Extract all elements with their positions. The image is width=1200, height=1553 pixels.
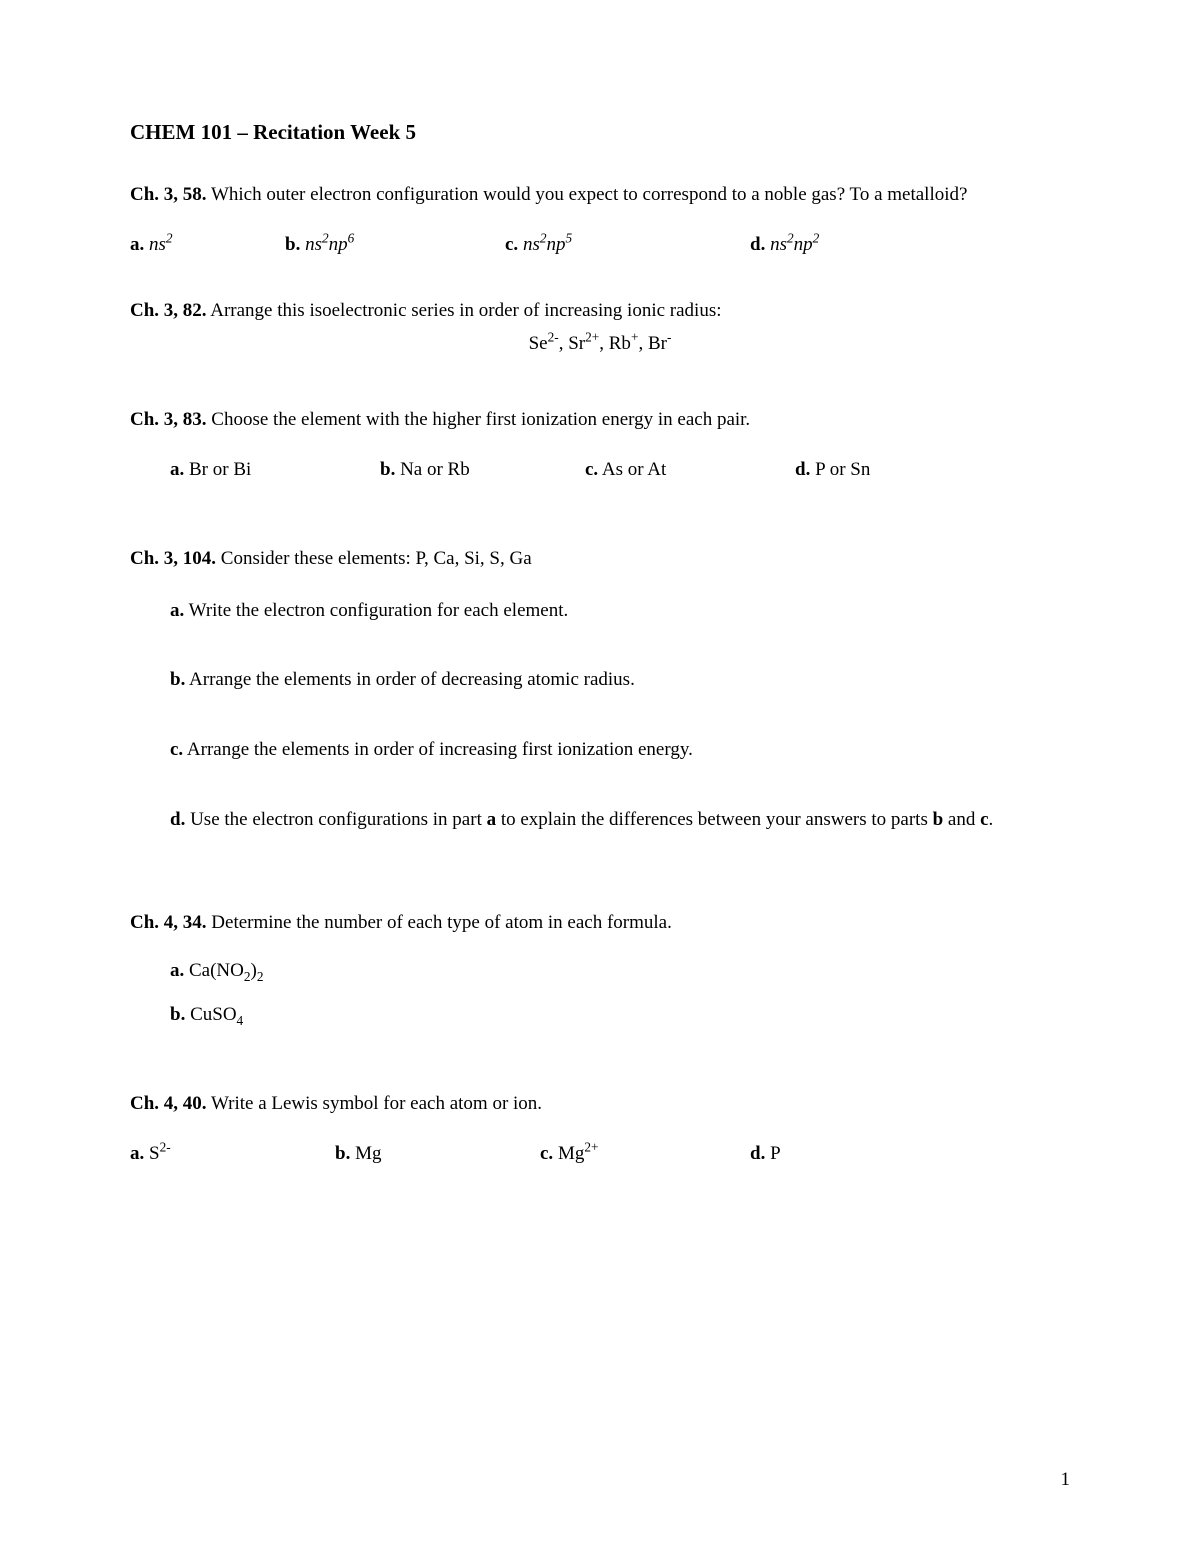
options-row: a. ns2 b. ns2np6 c. ns2np5 d. ns2np2 <box>130 232 1070 258</box>
option-d: d. P <box>750 1141 910 1167</box>
sub-b: b. CuSO4 <box>130 1002 1070 1028</box>
page-title: CHEM 101 – Recitation Week 5 <box>130 118 1070 146</box>
question-label: Ch. 4, 34. <box>130 912 207 933</box>
question-text: Ch. 4, 40. Write a Lewis symbol for each… <box>130 1091 1070 1117</box>
page-number: 1 <box>1061 1467 1071 1493</box>
question-label: Ch. 3, 58. <box>130 184 207 205</box>
option-a: a. Br or Bi <box>170 457 380 483</box>
question-82: Ch. 3, 82. Arrange this isoelectronic se… <box>130 298 1070 357</box>
option-b: b. Na or Rb <box>380 457 585 483</box>
options-row: a. Br or Bi b. Na or Rb c. As or At d. P… <box>130 457 1070 483</box>
question-440: Ch. 4, 40. Write a Lewis symbol for each… <box>130 1091 1070 1166</box>
option-c: c. As or At <box>585 457 795 483</box>
question-text: Ch. 3, 83. Choose the element with the h… <box>130 407 1070 433</box>
question-body: Which outer electron configuration would… <box>207 184 968 205</box>
option-b: b. ns2np6 <box>285 232 505 258</box>
question-text: Ch. 3, 58. Which outer electron configur… <box>130 182 1070 208</box>
question-body: Choose the element with the higher first… <box>207 409 751 430</box>
option-a: a. ns2 <box>130 232 285 258</box>
option-a: a. S2- <box>130 1141 335 1167</box>
sub-a: a. Ca(NO2)2 <box>130 958 1070 984</box>
question-58: Ch. 3, 58. Which outer electron configur… <box>130 182 1070 257</box>
question-label: Ch. 3, 83. <box>130 409 207 430</box>
sub-c: c. Arrange the elements in order of incr… <box>130 737 1070 763</box>
option-b: b. Mg <box>335 1141 540 1167</box>
question-body: Arrange this isoelectronic series in ord… <box>207 300 722 321</box>
question-83: Ch. 3, 83. Choose the element with the h… <box>130 407 1070 482</box>
question-body: Write a Lewis symbol for each atom or io… <box>207 1093 543 1114</box>
options-row: a. S2- b. Mg c. Mg2+ d. P <box>130 1141 1070 1167</box>
question-text: Ch. 3, 82. Arrange this isoelectronic se… <box>130 298 1070 324</box>
page: CHEM 101 – Recitation Week 5 Ch. 3, 58. … <box>0 0 1200 1553</box>
question-104: Ch. 3, 104. Consider these elements: P, … <box>130 546 1070 832</box>
question-text: Ch. 4, 34. Determine the number of each … <box>130 910 1070 936</box>
question-body: Consider these elements: P, Ca, Si, S, G… <box>216 548 532 569</box>
question-434: Ch. 4, 34. Determine the number of each … <box>130 910 1070 1027</box>
option-d: d. P or Sn <box>795 457 955 483</box>
ion-series: Se2-, Sr2+, Rb+, Br- <box>130 331 1070 357</box>
option-c: c. Mg2+ <box>540 1141 750 1167</box>
question-body: Determine the number of each type of ato… <box>207 912 672 933</box>
sub-d: d. Use the electron configurations in pa… <box>130 807 1070 833</box>
sub-b: b. Arrange the elements in order of decr… <box>130 667 1070 693</box>
question-label: Ch. 3, 104. <box>130 548 216 569</box>
sub-a: a. Write the electron configuration for … <box>130 598 1070 624</box>
option-c: c. ns2np5 <box>505 232 750 258</box>
question-label: Ch. 4, 40. <box>130 1093 207 1114</box>
option-d: d. ns2np2 <box>750 232 910 258</box>
question-text: Ch. 3, 104. Consider these elements: P, … <box>130 546 1070 572</box>
question-label: Ch. 3, 82. <box>130 300 207 321</box>
